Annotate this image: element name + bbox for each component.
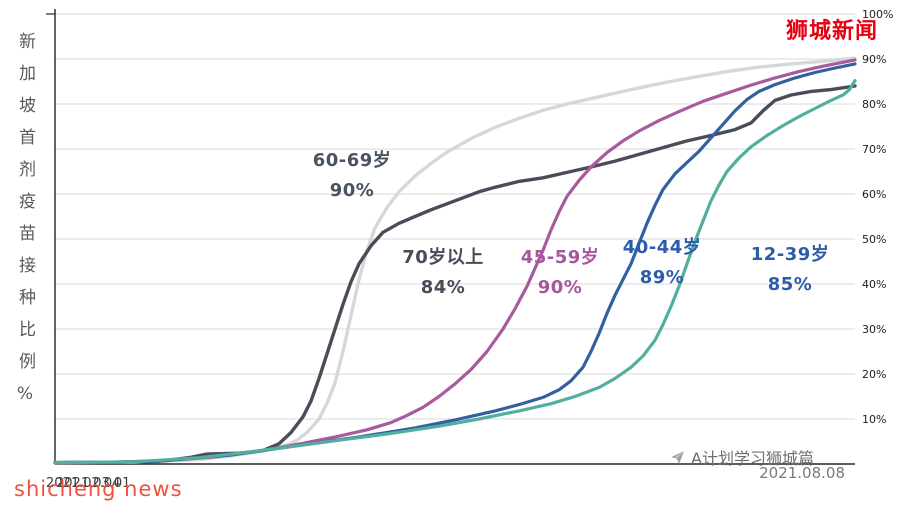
y-tick-label: 60% (862, 188, 886, 201)
series-line-60-69岁 (53, 56, 857, 465)
y-tick-label: 30% (862, 323, 886, 336)
y-axis-title: 新加坡首剂疫苗接种比例% (15, 32, 35, 419)
series-line-70岁以上 (53, 84, 857, 465)
y-tick-label: 80% (862, 98, 886, 111)
watermark-channel-text: A计划学习狮城篇 (691, 449, 814, 468)
series-line-45-59岁 (53, 58, 857, 465)
watermark-shicheng-news: shicheng news (14, 477, 183, 501)
series-line-12-39岁 (53, 78, 857, 465)
y-tick-label: 40% (862, 278, 886, 291)
watermark-channel: A计划学习狮城篇 (669, 445, 814, 469)
brand-logo: 狮城新闻 (785, 19, 878, 44)
series-line-40-44岁 (53, 62, 857, 465)
y-tick-label: 70% (862, 143, 886, 156)
paper-plane-icon (669, 449, 686, 466)
y-tick-label: 10% (862, 413, 886, 426)
y-tick-label: 90% (862, 53, 886, 66)
y-tick-label: 50% (862, 233, 886, 246)
watermark-date: 2021.08.08 (759, 464, 845, 482)
x-axis-label: 2021.03.01 (56, 476, 131, 491)
x-axis-label: 2021.02.04 (46, 476, 121, 491)
y-tick-label: 100% (862, 8, 893, 21)
y-tick-label: 20% (862, 368, 886, 381)
